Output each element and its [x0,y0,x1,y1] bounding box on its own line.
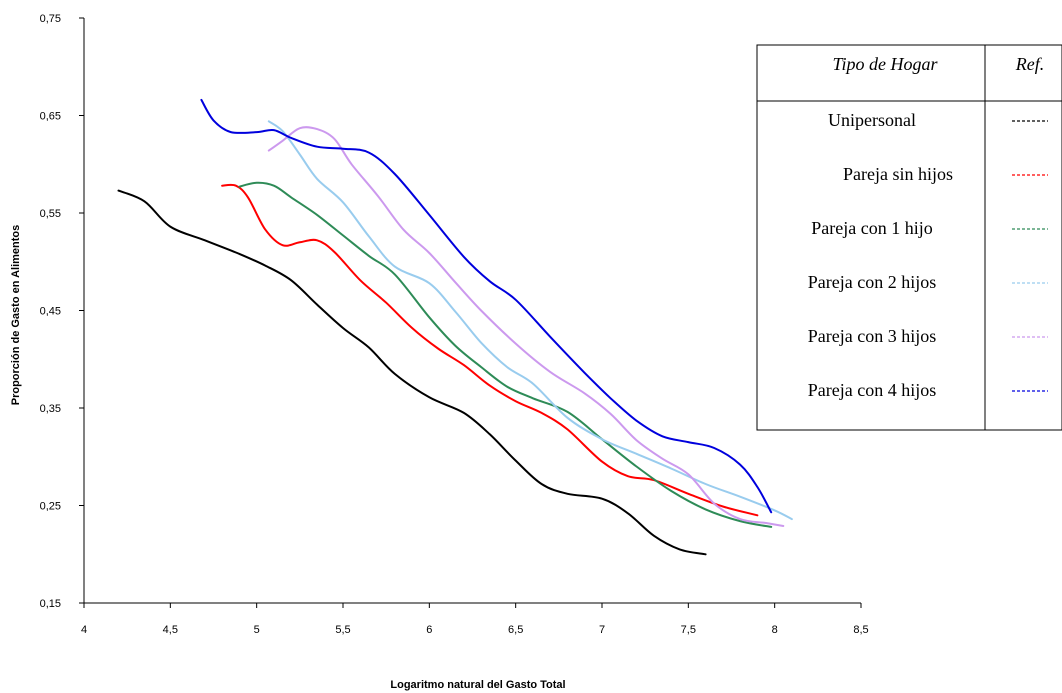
series-lines [117,98,793,556]
series-line-6 [200,98,773,514]
series-line-3 [238,181,773,528]
series-line-1 [117,189,707,556]
legend-rows: Unipersonal Pareja sin hijos Pareja con 1 … [808,110,1048,400]
y-tick-label: 0,15 [40,598,61,610]
x-tick-label: 8,5 [853,624,868,636]
y-axis-ticks: 0,15 0,25 0,35 0,45 0,55 0,65 0,75 [40,13,84,610]
x-axis-title: Logaritmo natural del Gasto Total [390,679,565,691]
x-tick-label: 5 [254,624,260,636]
x-tick-label: 4 [81,624,87,636]
legend-header-ref: Ref. [1015,54,1045,74]
legend-label-5: Pareja con 3 hijos [808,326,936,346]
y-tick-label: 0,75 [40,13,61,25]
legend-label-4: Pareja con 2 hijos [808,272,936,292]
legend-header-type: Tipo de Hogar [832,54,938,74]
series-line-4 [267,120,793,521]
y-tick-label: 0,55 [40,208,61,220]
legend-label-1: Unipersonal [828,110,916,130]
x-tick-label: 8 [772,624,778,636]
plot-area: 0,15 0,25 0,35 0,45 0,55 0,65 0,75 4 4,5 5 5,5 6 6,… [40,13,869,636]
legend-label-3: Pareja con 1 hijo [811,218,932,238]
x-tick-label: 7,5 [681,624,696,636]
x-tick-label: 4,5 [163,624,178,636]
x-tick-label: 7 [599,624,605,636]
legend-label-6: Pareja con 4 hijos [808,380,936,400]
x-tick-label: 6 [426,624,432,636]
series-line-5 [267,126,785,527]
x-tick-label: 6,5 [508,624,523,636]
series-line-2 [221,183,759,517]
y-tick-label: 0,45 [40,306,61,318]
legend-label-2: Pareja sin hijos [843,164,953,184]
y-axis-title: Proporción de Gasto en Alimentos [10,225,22,406]
y-tick-label: 0,25 [40,501,61,513]
legend-table: Tipo de Hogar Ref. Unipersonal Pareja sin… [756,44,1062,431]
x-tick-label: 5,5 [335,624,350,636]
y-tick-label: 0,65 [40,111,61,123]
x-axis-ticks: 4 4,5 5 5,5 6 6,5 7 7,5 8 8,5 [81,603,869,636]
legend-border [756,44,1062,431]
y-tick-label: 0,35 [40,403,61,415]
